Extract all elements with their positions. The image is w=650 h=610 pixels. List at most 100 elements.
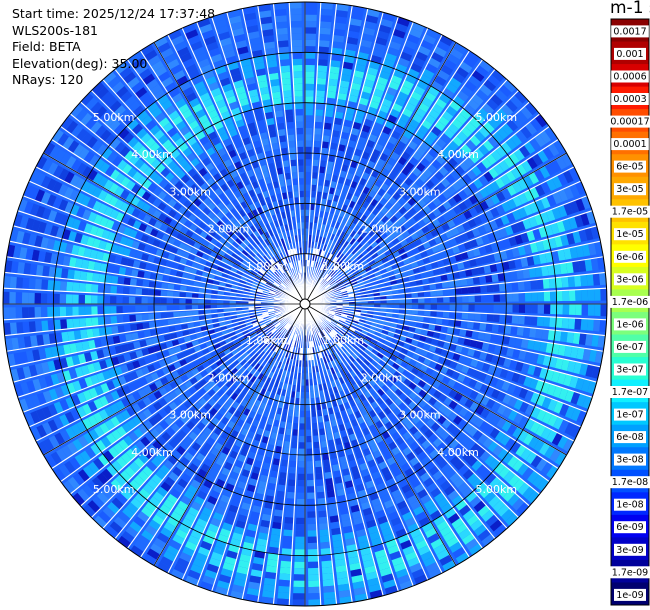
range-gate-cell [312,416,318,424]
range-gate-cell [469,413,480,425]
range-gate-cell [272,425,279,434]
range-gate-cell [461,486,474,498]
range-gate-cell [372,392,381,400]
range-gate-cell [246,587,260,597]
range-gate-cell [13,214,23,228]
range-gate-cell [49,225,59,238]
range-gate-cell [354,329,362,335]
range-gate-cell [297,153,304,160]
range-gate-cell [273,419,281,428]
range-gate-cell [292,71,303,78]
range-gate-cell [399,505,411,516]
range-gate-cell [257,365,264,373]
range-gate-cell [209,407,218,417]
range-gate-cell [273,515,283,523]
range-gate-cell [331,353,337,360]
range-gate-cell [126,406,137,418]
range-gate-cell [305,109,313,116]
range-gate-cell [53,319,61,331]
range-gate-cell [123,277,131,286]
range-gate-cell [367,577,380,587]
range-gate-cell [4,260,13,274]
range-gate-cell [137,470,150,482]
range-gate-cell [143,245,152,254]
range-gate-cell [357,380,365,388]
range-gate-cell [530,352,539,364]
range-gate-cell [248,301,255,304]
range-gate-cell [26,380,36,394]
range-gate-cell [337,356,343,364]
range-gate-cell [179,285,187,292]
range-gate-cell [399,304,406,309]
range-gate-cell [241,502,252,511]
range-gate-cell [191,293,199,299]
range-gate-cell [409,320,417,327]
range-gate-cell [271,351,277,359]
range-gate-cell [510,441,522,454]
range-gate-cell [104,406,115,418]
range-gate-cell [146,461,158,473]
range-gate-cell [240,448,249,457]
range-gate-cell [392,362,400,370]
range-gate-cell [524,403,535,416]
range-gate-cell [243,316,251,321]
range-gate-cell [97,316,105,326]
range-gate-cell [35,264,44,277]
range-gate-cell [261,367,268,375]
range-gate-cell [48,388,59,401]
range-gate-cell [433,515,446,526]
range-gate-cell [235,396,244,405]
range-gate-cell [64,411,76,424]
range-gate-cell [481,509,495,522]
range-gate-cell [277,354,282,362]
range-gate-cell [525,451,538,465]
range-gate-cell [248,478,258,487]
range-gate-cell [295,524,305,531]
range-gate-cell [483,332,492,342]
range-gate-cell [264,501,274,510]
range-gate-cell [239,349,247,356]
range-gate-cell [47,360,56,373]
range-gate-cell [226,550,239,560]
range-gate-cell [235,520,247,529]
range-gate-cell [30,394,41,408]
range-gate-cell [582,395,593,409]
range-gate-cell [361,553,374,562]
range-gate-cell [588,349,598,363]
range-gate-cell [147,305,155,313]
range-gate-cell [168,326,176,333]
range-gate-cell [86,272,94,282]
range-gate-cell [186,286,193,293]
range-gate-cell [365,480,375,489]
range-gate-cell [226,352,234,360]
range-gate-cell [501,508,515,522]
range-gate-cell [285,428,292,436]
range-gate-cell [66,442,79,455]
range-gate-cell [472,429,484,441]
range-gate-cell [561,317,569,329]
range-gate-cell [210,490,221,500]
range-gate-cell [352,471,362,480]
range-gate-cell [37,250,46,263]
range-gate-cell [319,21,332,29]
range-gate-cell [314,115,323,123]
range-gate-cell [274,503,284,511]
range-gate-cell [299,436,305,443]
range-gate-cell [300,417,305,424]
range-gate-cell [243,496,253,505]
range-gate-cell [283,336,288,344]
range-gate-cell [252,466,261,475]
range-gate-cell [257,286,264,291]
range-gate-cell [131,269,139,278]
range-gate-cell [372,414,381,424]
range-gate-cell [424,310,431,316]
range-gate-cell [156,328,164,336]
range-gate-cell [293,90,303,97]
range-gate-cell [205,366,214,375]
range-gate-cell [496,504,510,517]
range-gate-cell [174,325,182,332]
range-gate-cell [295,404,300,411]
range-gate-cell [512,497,525,511]
range-gate-cell [41,361,50,374]
range-gate-cell [296,140,304,147]
